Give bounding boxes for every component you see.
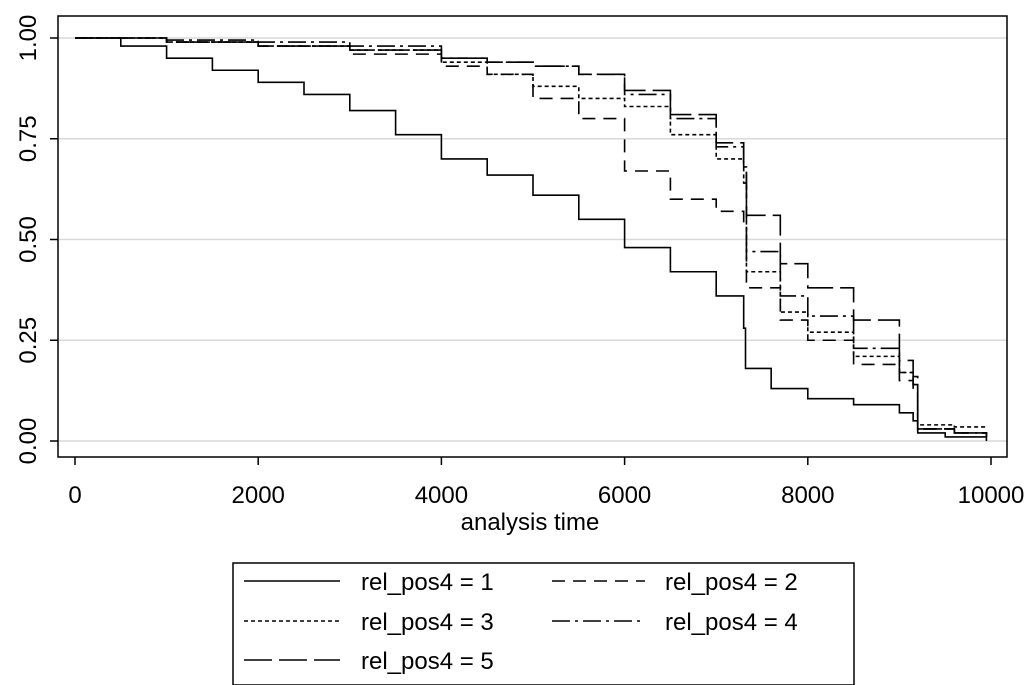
x-tick-label-3: 6000 (598, 482, 651, 509)
y-tick-label-1: 0.25 (15, 317, 42, 364)
gridlines (58, 37, 1007, 442)
series-layer (75, 37, 988, 441)
series-line-5 (75, 37, 988, 437)
x-tick-label-0: 0 (68, 482, 81, 509)
x-tick-label-5: 10000 (958, 482, 1025, 509)
y-tick-label-0: 0.00 (15, 418, 42, 465)
legend-label-1: rel_pos4 = 1 (361, 569, 494, 596)
legend-label-2: rel_pos4 = 2 (665, 569, 798, 596)
x-axis-title: analysis time (461, 509, 600, 536)
legend: rel_pos4 = 1 rel_pos4 = 2 rel_pos4 = 3 rel_… (232, 562, 855, 685)
y-tick-label-3: 0.75 (15, 115, 42, 162)
y-tick-label-2: 0.50 (15, 216, 42, 263)
axes: 0 2000 4000 6000 8000 10000 0.00 0.25 0.50 0.75 1.… (15, 15, 1024, 509)
legend-label-4: rel_pos4 = 4 (665, 609, 798, 636)
legend-label-3: rel_pos4 = 3 (361, 609, 494, 636)
series-line-4 (75, 37, 988, 435)
plot-frame (57, 15, 1008, 458)
legend-box (232, 562, 855, 685)
x-tick-label-2: 4000 (415, 482, 468, 509)
series-line-1 (75, 37, 988, 441)
x-tick-label-1: 2000 (232, 482, 285, 509)
legend-label-5: rel_pos4 = 5 (361, 648, 494, 675)
x-tick-label-4: 8000 (781, 482, 834, 509)
y-tick-label-4: 1.00 (15, 15, 42, 62)
